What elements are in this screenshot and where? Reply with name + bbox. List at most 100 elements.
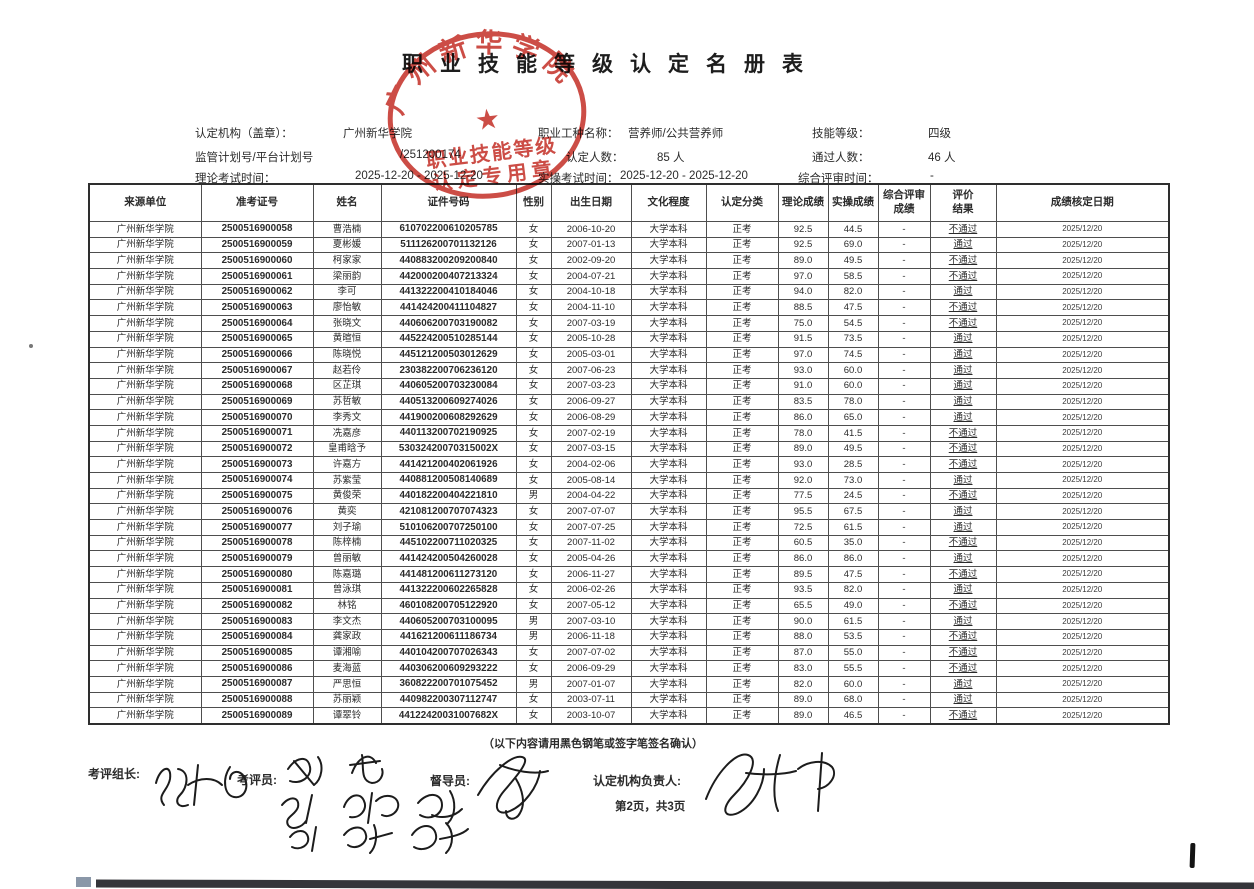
- table-cell: 89.0: [777, 252, 829, 270]
- signature-note: （以下内容请用黑色钢笔或签字笔签名确认）: [483, 738, 703, 750]
- table-cell: 2500516900069: [200, 393, 314, 411]
- table-cell: 75.0: [777, 315, 829, 332]
- table-cell: 女: [515, 660, 552, 677]
- table-cell: 55.0: [827, 644, 879, 662]
- table-cell: 龚家政: [312, 628, 382, 646]
- table-cell: 2500516900073: [200, 456, 314, 473]
- assessment-leader-label: 考评组长:: [88, 767, 140, 781]
- table-cell: 53032420070315002X: [380, 440, 517, 458]
- table-row: 广州新华学院 2500516900087 严思恒 360822200701075452…: [88, 675, 1170, 693]
- table-cell: 通过: [929, 236, 997, 254]
- table-cell: 2500516900061: [200, 268, 314, 285]
- table-row: 广州新华学院 2500516900069 苏哲敏 440513200609274026…: [88, 393, 1170, 411]
- table-cell: 正考: [705, 236, 779, 254]
- table-cell: 93.0: [777, 362, 829, 379]
- table-cell: 女: [515, 534, 552, 552]
- table-cell: 广州新华学院: [88, 330, 202, 348]
- table-cell: 大学本科: [630, 440, 707, 458]
- table-cell: 谭翠铃: [312, 707, 382, 725]
- practical-time-value: 2025-12-20 - 2025-12-20: [620, 170, 748, 182]
- roster-table: 来源单位 准考证号 姓名 证件号码 性别 出生日期 文化程度 认定分类 理论成绩 实操成绩 综合评审…: [88, 183, 1170, 725]
- table-cell: -: [877, 409, 931, 426]
- table-cell: 不通过: [929, 268, 997, 285]
- table-cell: 女: [515, 644, 552, 662]
- table-cell: -: [877, 628, 931, 646]
- table-cell: 通过: [929, 472, 997, 489]
- table-row: 广州新华学院 2500516900070 李秀文 441900200608292629…: [88, 409, 1170, 426]
- table-row: 广州新华学院 2500516900077 刘子瑜 510106200707250100…: [88, 519, 1170, 536]
- table-cell: 正考: [705, 644, 779, 662]
- table-cell: 2500516900062: [200, 283, 314, 301]
- table-cell: 大学本科: [630, 550, 707, 568]
- table-cell: 通过: [929, 330, 997, 348]
- table-cell: 广州新华学院: [88, 581, 202, 599]
- table-cell: 2500516900084: [200, 628, 314, 646]
- table-row: 广州新华学院 2500516900064 张晓文 440606200703190082…: [88, 315, 1170, 332]
- table-cell: 65.0: [827, 409, 879, 426]
- table-cell: 正考: [705, 519, 779, 536]
- table-cell: 广州新华学院: [88, 362, 202, 379]
- table-cell: 许嘉方: [312, 456, 382, 473]
- table-cell: 正考: [705, 550, 779, 568]
- table-cell: 广州新华学院: [88, 424, 202, 442]
- table-cell: 不通过: [929, 660, 997, 677]
- table-cell: 2025/12/20: [995, 393, 1170, 411]
- table-cell: 441424200411104827: [380, 299, 517, 317]
- table-cell: 正考: [705, 393, 779, 411]
- table-cell: 正考: [705, 268, 779, 285]
- table-cell: 正考: [705, 581, 779, 599]
- table-cell: 510106200707250100: [380, 519, 517, 536]
- table-cell: 不通过: [929, 566, 997, 583]
- table-cell: 广州新华学院: [88, 456, 202, 473]
- table-cell: 正考: [705, 675, 779, 693]
- table-cell: 2007-03-15: [550, 440, 632, 458]
- signature-examiner-3: [281, 794, 313, 829]
- table-cell: 2007-05-12: [550, 597, 632, 615]
- table-cell: 2500516900059: [200, 236, 314, 254]
- table-cell: 广州新华学院: [88, 597, 202, 615]
- table-cell: -: [877, 707, 931, 725]
- table-cell: 陈晓悦: [312, 346, 382, 364]
- table-cell: 大学本科: [630, 424, 707, 442]
- table-cell: 82.0: [777, 675, 829, 693]
- table-cell: 广州新华学院: [88, 252, 202, 270]
- table-cell: 不通过: [929, 597, 997, 615]
- table-cell: 刘子瑜: [312, 519, 382, 536]
- table-cell: 大学本科: [630, 487, 707, 505]
- table-cell: 通过: [929, 675, 997, 693]
- table-cell: 445224200510285144: [380, 330, 517, 348]
- table-cell: 大学本科: [630, 456, 707, 473]
- table-cell: 不通过: [929, 299, 997, 317]
- table-cell: 黄奕: [312, 503, 382, 521]
- table-cell: 陈嘉璐: [312, 566, 382, 583]
- table-cell: 2025/12/20: [995, 660, 1170, 677]
- table-cell: 正考: [705, 707, 779, 725]
- table-cell: 2007-06-23: [550, 362, 632, 379]
- table-cell: 正考: [705, 283, 779, 301]
- table-cell: 女: [515, 221, 552, 238]
- page-number: 第2页，共3页: [615, 801, 686, 813]
- table-cell: 2500516900063: [200, 299, 314, 317]
- table-cell: 440883200209200840: [380, 252, 517, 270]
- table-cell: 2025/12/20: [995, 252, 1170, 270]
- table-cell: 2500516900083: [200, 613, 314, 630]
- table-cell: 广州新华学院: [88, 675, 202, 693]
- table-cell: 2025/12/20: [995, 330, 1170, 348]
- review-time-value: -: [930, 170, 934, 182]
- table-cell: 正考: [705, 346, 779, 364]
- plan-value: /251200174: [400, 149, 461, 161]
- table-cell: 2500516900077: [200, 519, 314, 536]
- table-cell: 正考: [705, 456, 779, 473]
- table-cell: 77.5: [777, 487, 829, 505]
- table-cell: -: [877, 315, 931, 332]
- pass-value: 46 人: [928, 152, 956, 164]
- table-cell: 2500516900082: [200, 597, 314, 615]
- table-cell: 通过: [929, 691, 997, 709]
- table-cell: 广州新华学院: [88, 221, 202, 238]
- theory-time-label: 理论考试时间：: [195, 173, 276, 185]
- column-header: 综合评审 成绩: [877, 183, 931, 222]
- table-cell: 女: [515, 691, 552, 709]
- table-cell: 女: [515, 707, 552, 725]
- column-header: 成绩核定日期: [995, 183, 1170, 222]
